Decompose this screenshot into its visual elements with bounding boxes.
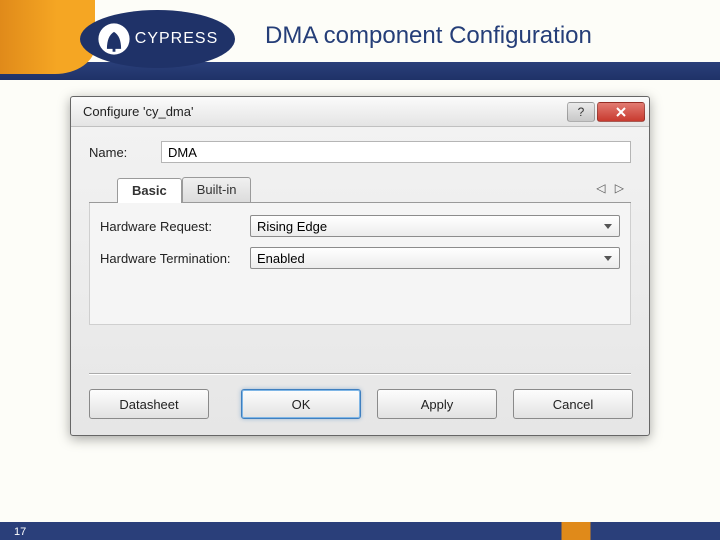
page-number: 17 [14, 526, 26, 538]
hardware-termination-select[interactable]: Enabled [250, 247, 620, 269]
footer-bar [0, 522, 720, 540]
hardware-termination-row: Hardware Termination: Enabled [100, 247, 620, 269]
tab-builtin[interactable]: Built-in [182, 177, 252, 202]
tab-basic[interactable]: Basic [117, 178, 182, 203]
dialog-body: Name: Basic Built-in ◁ ▷ Hardware Reques… [71, 127, 649, 335]
configure-dialog: Configure 'cy_dma' ? Name: Basic Built-i… [70, 96, 650, 436]
logo-text: CYPRESS [135, 30, 218, 48]
hardware-request-label: Hardware Request: [100, 219, 250, 234]
tab-strip: Basic Built-in ◁ ▷ [89, 177, 631, 203]
hardware-request-row: Hardware Request: Rising Edge [100, 215, 620, 237]
cypress-logo: CYPRESS [80, 10, 235, 68]
help-button[interactable]: ? [567, 102, 595, 122]
hardware-termination-value: Enabled [257, 251, 305, 266]
header-band [0, 62, 720, 80]
name-input[interactable] [161, 141, 631, 163]
dialog-title: Configure 'cy_dma' [83, 104, 565, 119]
datasheet-button[interactable]: Datasheet [89, 389, 209, 419]
apply-button[interactable]: Apply [377, 389, 497, 419]
dialog-button-row: Datasheet OK Apply Cancel [89, 373, 631, 419]
close-icon [615, 106, 627, 118]
tab-panel-basic: Hardware Request: Rising Edge Hardware T… [89, 203, 631, 325]
close-button[interactable] [597, 102, 645, 122]
name-row: Name: [89, 141, 631, 163]
hardware-termination-label: Hardware Termination: [100, 251, 250, 266]
hardware-request-value: Rising Edge [257, 219, 327, 234]
cancel-button[interactable]: Cancel [513, 389, 633, 419]
name-label: Name: [89, 145, 161, 160]
ok-button[interactable]: OK [241, 389, 361, 419]
slide-title: DMA component Configuration [265, 22, 592, 50]
dialog-titlebar: Configure 'cy_dma' ? [71, 97, 649, 127]
tab-nav-arrows[interactable]: ◁ ▷ [596, 181, 627, 195]
hardware-request-select[interactable]: Rising Edge [250, 215, 620, 237]
tree-icon [97, 22, 131, 56]
